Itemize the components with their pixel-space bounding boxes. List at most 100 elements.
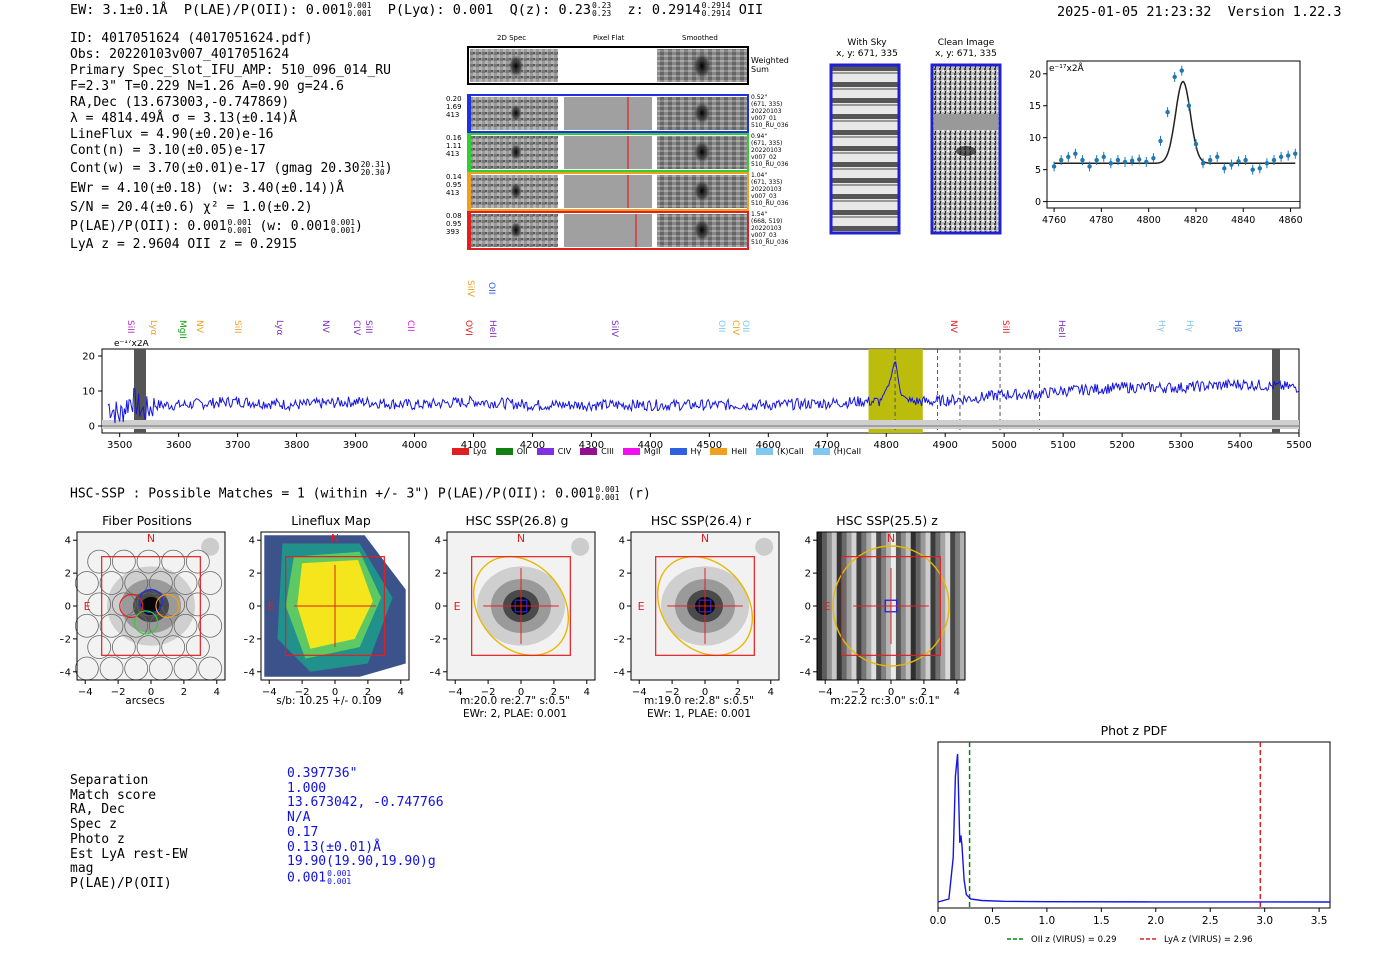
spectrum-xtick-label: 4600 (756, 440, 781, 451)
hsc-ytick-label: −2 (430, 634, 441, 645)
spectrum-xtick-label: 4300 (579, 440, 604, 451)
spectrum-flux-line (107, 361, 1300, 424)
fiber-circle (99, 613, 124, 638)
weighted-sum-smooth-blob (692, 52, 712, 80)
cutout-row-values: 0.14 0.95 413 (446, 173, 462, 197)
photz-title: Phot z PDF (1100, 723, 1168, 738)
hsc-xtick-label: −4 (448, 687, 463, 698)
spectrum-ticks: 3500 3600 3700 3800 3900 4000 4100 4200 4300 4400… (82, 352, 1311, 452)
cutout-row-meta-line: 20220103 (751, 108, 782, 115)
cutout-row-value: 393 (446, 228, 460, 236)
hsc-ytick-label: 4 (65, 536, 71, 547)
line-fit-ytick-label: 0 (1035, 197, 1041, 208)
hsc-panel-image: N E −4 −4 −2 −2 0 0 2 2 4 4 (244, 531, 410, 698)
header-datetime: 2025-01-05 21:23:32 (1057, 4, 1212, 20)
line-fit-point (1179, 68, 1184, 73)
photz-pdf-line (937, 753, 1331, 903)
hsc-xtick-label: −4 (818, 687, 833, 698)
line-fit-point (1172, 74, 1177, 80)
hsc-xtick-label: 2 (551, 687, 557, 698)
header-ew: EW: 3.1±0.1Å (70, 2, 168, 18)
fiber-circle (185, 635, 210, 660)
hsc-ytick-label: −4 (614, 667, 625, 678)
info-plae-frac: 0.001 0.001 (227, 217, 252, 235)
header-z-frac: 0.2914 0.2914 (702, 2, 731, 18)
match-label: Match score (70, 787, 157, 803)
hsc-search-box (285, 556, 385, 656)
line-fit-point (1073, 151, 1078, 156)
spectral-line-label: OII (486, 282, 496, 295)
cutout-row-2d-blob (510, 143, 522, 161)
line-fit-point (1087, 164, 1092, 169)
hsc-ytick-label: −2 (800, 634, 811, 645)
photz-xtick-label: 3.5 (1311, 915, 1328, 927)
hsc-panel-sublabel: EWr: 1, PLAE: 0.001 (646, 708, 752, 720)
cutout-row-color-bar (468, 173, 471, 210)
hsc-xtick-label: 2 (735, 687, 741, 698)
zband-stripe (821, 532, 828, 680)
with-sky-xy: x, y: 671, 335 (836, 49, 898, 59)
legend-swatch (710, 448, 728, 455)
hsc-xtick-label: −4 (78, 687, 93, 698)
photz-xtick-label: 2.5 (1202, 915, 1219, 927)
spectrum-xtick-label: 3700 (225, 440, 250, 451)
cutout-row-meta-line: 510_RU_036 (751, 239, 789, 246)
line-fit-point (1137, 157, 1142, 162)
fiber-circle (124, 571, 149, 595)
hsc-xtick-label: −2 (295, 687, 310, 698)
cutout-row-value: 0.95 (446, 181, 462, 189)
sky-images-svg (829, 63, 1002, 235)
spectrum-xtick-label: 4200 (520, 440, 545, 451)
detection-info: ID: 4017051624 (4017051624.pdf) Obs: 202… (70, 31, 393, 254)
spectrum-xtick-label: 4900 (932, 440, 957, 451)
match-value: 0.397736" (287, 766, 444, 782)
full-spectrum-plot: 3500 3600 3700 3800 3900 4000 4100 4200 4300 4400… (82, 340, 1311, 452)
line-fit-point (1250, 167, 1255, 172)
match-labels: Separation Match score RA, Dec Spec z Photo … (70, 773, 187, 892)
cutout-row-meta-line: v007_03 (751, 193, 777, 200)
legend-label: MgII (643, 447, 661, 456)
match-value-text: 0.397736" (287, 766, 358, 781)
line-fit-point (1151, 155, 1156, 161)
header-qz-frac: 0.23 0.23 (592, 2, 611, 18)
fiber-circle (136, 549, 161, 574)
hsc-ytick-label: 2 (619, 569, 625, 580)
header-z-hi: 0.2914 (701, 1, 731, 10)
header-z: z: 0.2914 (627, 2, 701, 18)
hsc-ytick-label: 4 (435, 536, 441, 547)
photz-xtick-label: 1.5 (1093, 915, 1110, 927)
fiber-circle (161, 635, 186, 660)
zband-stripe (817, 532, 823, 680)
line-fit-xtick-label: 4860 (1278, 215, 1302, 226)
hsc-east-label: E (268, 600, 275, 613)
match-value: 0.001 0.001 0.001 (287, 869, 444, 886)
cutout-row-flat (564, 175, 652, 208)
hsc-xtick-label: −2 (481, 687, 496, 698)
legend-entry: HeII (710, 447, 747, 456)
fiber-highlight-red (119, 593, 144, 619)
hsc-north-label: N (887, 532, 895, 545)
info-plae-hi: 0.001 (227, 217, 252, 227)
fiber-circle (87, 549, 112, 574)
line-fit-point (1051, 164, 1057, 169)
hsc-xtick-label: 2 (921, 687, 927, 698)
match-value: N/A (287, 810, 444, 826)
header-qz-lo: 0.23 (591, 9, 612, 18)
hsc-panel-xlabel: m:22.2 rc:3.0" s:0.1" (830, 695, 940, 707)
hsc-ytick-label: 2 (435, 569, 441, 580)
fiber-circle (185, 549, 210, 574)
hsc-xtick-label: 4 (954, 687, 960, 698)
legend-swatch (495, 448, 513, 455)
info-id: ID: 4017051624 (4017051624.pdf) (70, 31, 313, 46)
line-fit-point (1271, 157, 1277, 163)
legend-swatch (812, 448, 830, 455)
hsc-search-box (655, 556, 755, 656)
cutout-row-value: 0.08 (446, 212, 462, 220)
weighted-sum-2d-blob (508, 54, 524, 78)
legend-label: HeII (731, 447, 747, 456)
hsc-xtick-label: 0 (148, 687, 154, 698)
hsc-ytick-label: 0 (435, 602, 441, 613)
line-fit-point (1058, 157, 1064, 163)
hsc-header-band: (r) (627, 486, 651, 502)
hsc-panel-title: Fiber Positions (102, 513, 192, 528)
